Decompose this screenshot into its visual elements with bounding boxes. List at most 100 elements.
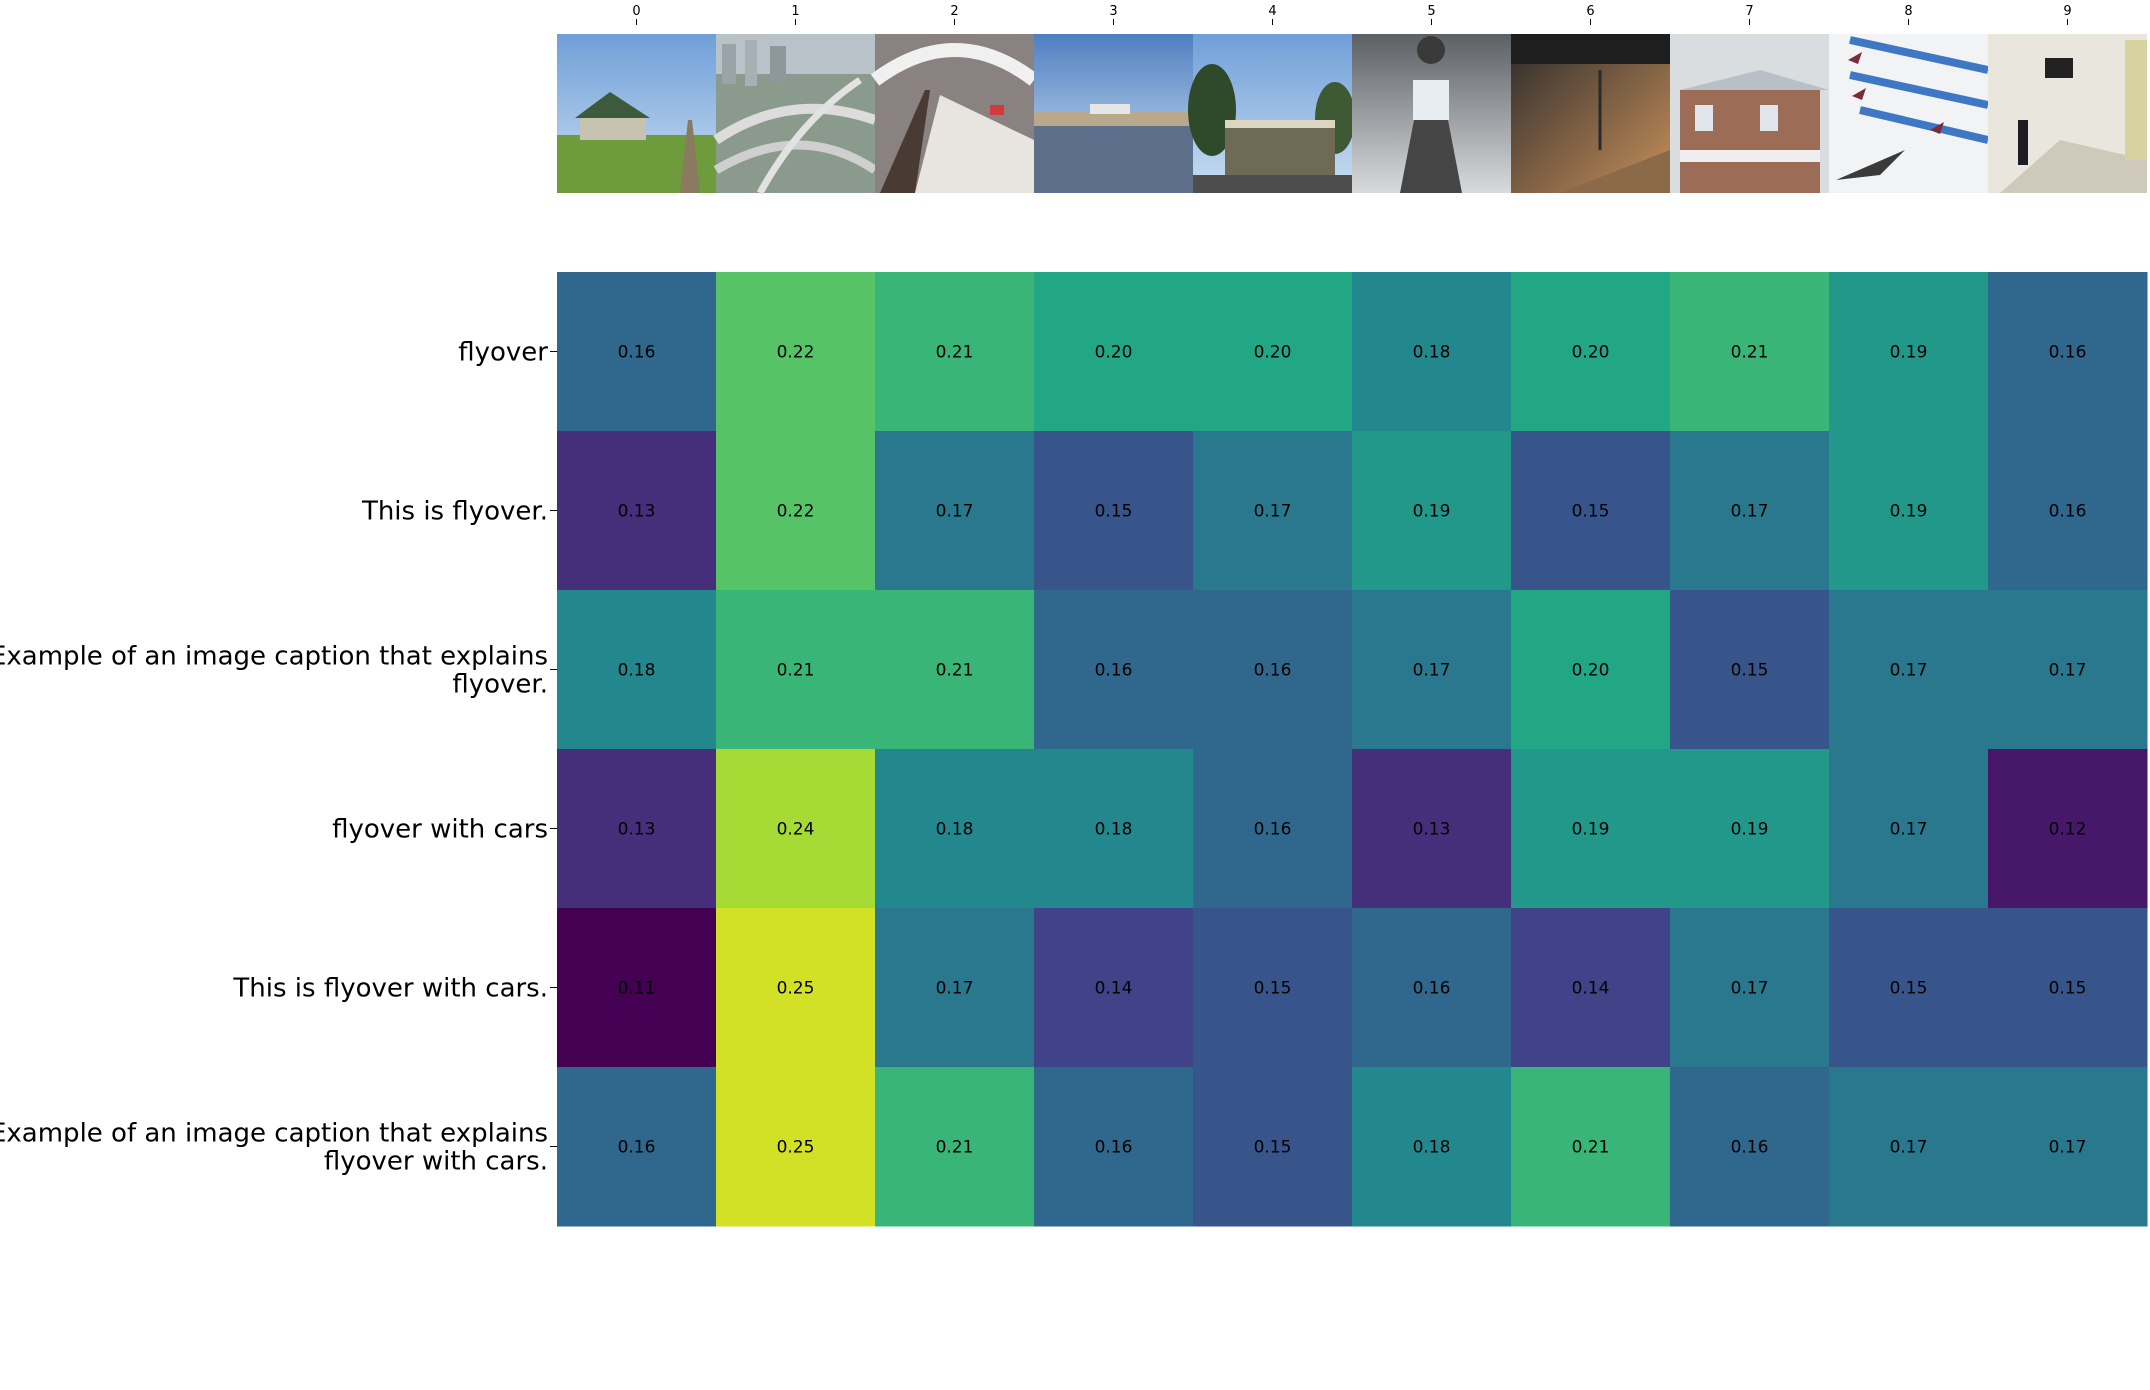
- heatmap-cell-r1-c5: [1352, 431, 1512, 591]
- heatmap-cell-r5-c7: [1670, 1067, 1830, 1227]
- thumbnail-image-8: [1829, 34, 1989, 193]
- cell-value-label-r4-c3: 0.14: [1095, 979, 1133, 999]
- cell-value-label-r1-c6: 0.15: [1572, 502, 1610, 522]
- thumbnail-image-1: [713, 34, 878, 195]
- heatmap-cell-r5-c4: [1193, 1067, 1353, 1227]
- cell-value-label-r5-c9: 0.17: [2049, 1138, 2087, 1158]
- cell-value-label-r2-c5: 0.17: [1413, 661, 1451, 681]
- cell-value-label-r0-c9: 0.16: [2049, 343, 2087, 363]
- cell-value-label-r4-c6: 0.14: [1572, 979, 1610, 999]
- heatmap-cell-r5-c8: [1829, 1067, 1989, 1227]
- cell-value-label-r4-c4: 0.15: [1254, 979, 1292, 999]
- y-tick-label-5-line-1: flyover with cars.: [324, 1147, 548, 1177]
- cell-value-label-r2-c0: 0.18: [618, 661, 656, 681]
- heatmap-cell-r5-c9: [1988, 1067, 2148, 1227]
- heatmap-cell-r3-c8: [1829, 749, 1989, 909]
- thumbnail-image-9: [1988, 34, 2147, 193]
- cell-value-label-r0-c8: 0.19: [1890, 343, 1928, 363]
- y-tick-label-1-line-0: This is flyover.: [361, 497, 548, 527]
- y-axis-ticks: flyover This is flyover. Example of an ima…: [0, 338, 557, 1177]
- cell-value-label-r5-c7: 0.16: [1731, 1138, 1769, 1158]
- heatmap-cell-r3-c6: [1511, 749, 1671, 909]
- cell-value-label-r4-c7: 0.17: [1731, 979, 1769, 999]
- heatmap-cell-r4-c6: [1511, 908, 1671, 1068]
- heatmap-cell-r0-c0: [557, 272, 717, 432]
- cell-value-label-r1-c0: 0.13: [618, 502, 656, 522]
- cell-value-label-r3-c1: 0.24: [777, 820, 815, 840]
- heatmap-cell-r3-c1: [716, 749, 876, 909]
- heatmap-cell-r4-c0: [557, 908, 717, 1068]
- heatmap-cell-r0-c4: [1193, 272, 1353, 432]
- heatmap-cell-r2-c4: [1193, 590, 1353, 750]
- header-images: [557, 34, 2147, 195]
- heatmap-cell-r2-c7: [1670, 590, 1830, 750]
- cell-value-label-r1-c8: 0.19: [1890, 502, 1928, 522]
- cell-value-label-r0-c2: 0.21: [936, 343, 974, 363]
- cell-value-label-r1-c5: 0.19: [1413, 502, 1451, 522]
- thumbnail-image-0: [557, 34, 716, 193]
- cell-value-label-r3-c7: 0.19: [1731, 820, 1769, 840]
- x-tick-label-4: 4: [1268, 4, 1276, 19]
- cell-value-label-r0-c4: 0.20: [1254, 343, 1292, 363]
- heatmap-cell-r1-c3: [1034, 431, 1194, 591]
- cell-value-label-r1-c7: 0.17: [1731, 502, 1769, 522]
- y-tick-label-5-line-0: Example of an image caption that explain…: [0, 1119, 548, 1149]
- heatmap-cell-r0-c5: [1352, 272, 1512, 432]
- heatmap-cell-r1-c1: [716, 431, 876, 591]
- cell-value-label-r0-c3: 0.20: [1095, 343, 1133, 363]
- cell-value-label-r3-c4: 0.16: [1254, 820, 1292, 840]
- thumbnail-image-4: [1188, 34, 1355, 193]
- cell-value-label-r1-c1: 0.22: [777, 502, 815, 522]
- x-tick-label-6: 6: [1586, 4, 1594, 19]
- cell-value-label-r0-c5: 0.18: [1413, 343, 1451, 363]
- y-tick-label-0-line-0: flyover: [458, 338, 548, 368]
- cell-value-label-r2-c9: 0.17: [2049, 661, 2087, 681]
- heatmap-cell-r1-c7: [1670, 431, 1830, 591]
- heatmap-cell-r4-c4: [1193, 908, 1353, 1068]
- cell-value-label-r4-c5: 0.16: [1413, 979, 1451, 999]
- heatmap-cell-r1-c8: [1829, 431, 1989, 591]
- heatmap-cell-r0-c8: [1829, 272, 1989, 432]
- x-tick-label-2: 2: [950, 4, 958, 19]
- heatmap-cell-r5-c0: [557, 1067, 717, 1227]
- heatmap-cell-r0-c9: [1988, 272, 2148, 432]
- heatmap-cell-r1-c4: [1193, 431, 1353, 591]
- cell-value-label-r1-c2: 0.17: [936, 502, 974, 522]
- heatmap-cell-r3-c5: [1352, 749, 1512, 909]
- cell-value-label-r5-c0: 0.16: [618, 1138, 656, 1158]
- cell-value-label-r5-c2: 0.21: [936, 1138, 974, 1158]
- heatmap-cell-r5-c5: [1352, 1067, 1512, 1227]
- cell-value-label-r3-c9: 0.12: [2049, 820, 2087, 840]
- thumbnail-image-3: [1034, 34, 1193, 193]
- heatmap-cells: [557, 272, 2148, 1227]
- heatmap-cell-r4-c5: [1352, 908, 1512, 1068]
- heatmap-cell-r4-c2: [875, 908, 1035, 1068]
- cell-value-label-r5-c3: 0.16: [1095, 1138, 1133, 1158]
- x-tick-label-1: 1: [791, 4, 799, 19]
- cell-value-label-r0-c6: 0.20: [1572, 343, 1610, 363]
- thumbnail-image-5: [1352, 34, 1511, 193]
- cell-value-label-r4-c8: 0.15: [1890, 979, 1928, 999]
- x-axis-ticks: 0 1 2 3 4 5 6 7 8 9: [632, 4, 2072, 25]
- thumbnail-image-2: [870, 34, 1039, 193]
- heatmap-cell-r0-c1: [716, 272, 876, 432]
- heatmap-cell-r3-c7: [1670, 749, 1830, 909]
- y-tick-label-2-line-1: flyover.: [452, 670, 548, 700]
- x-tick-label-5: 5: [1427, 4, 1435, 19]
- heatmap-cell-r2-c2: [875, 590, 1035, 750]
- x-tick-label-8: 8: [1904, 4, 1912, 19]
- x-tick-label-3: 3: [1109, 4, 1117, 19]
- cell-value-label-r3-c5: 0.13: [1413, 820, 1451, 840]
- cell-value-label-r4-c0: 0.11: [618, 979, 656, 999]
- cell-value-label-r3-c3: 0.18: [1095, 820, 1133, 840]
- heatmap-cell-r4-c8: [1829, 908, 1989, 1068]
- heatmap-cell-r2-c1: [716, 590, 876, 750]
- heatmap-cell-r0-c6: [1511, 272, 1671, 432]
- heatmap-cell-r5-c3: [1034, 1067, 1194, 1227]
- thumbnail-image-7: [1670, 34, 1829, 193]
- heatmap-cell-r5-c2: [875, 1067, 1035, 1227]
- cell-value-label-r4-c2: 0.17: [936, 979, 974, 999]
- y-tick-label-2-line-0: Example of an image caption that explain…: [0, 642, 548, 672]
- x-tick-label-9: 9: [2063, 4, 2071, 19]
